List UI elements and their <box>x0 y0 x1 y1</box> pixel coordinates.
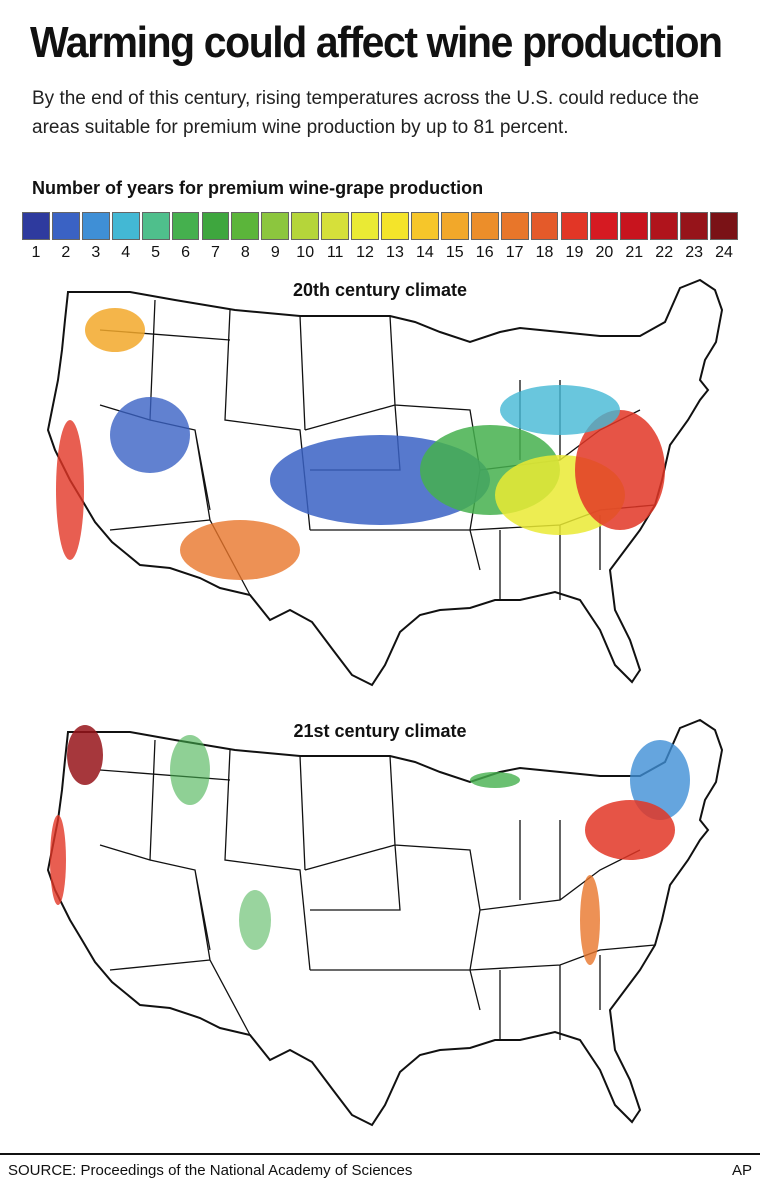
legend-swatch-23 <box>680 212 709 240</box>
suitability-regions-20th <box>56 308 665 580</box>
region-upper-michigan <box>470 772 520 788</box>
region-great-basin <box>110 397 190 473</box>
legend-swatch-24 <box>710 212 738 240</box>
region-california-coast <box>56 420 84 560</box>
legend-tick-label: 19 <box>565 244 584 261</box>
map-21st-century <box>46 718 724 1127</box>
legend-swatch-8 <box>231 212 260 240</box>
legend-swatch-10 <box>291 212 320 240</box>
legend-swatch-7 <box>201 212 230 240</box>
legend-tick-label: 9 <box>270 244 280 261</box>
region-california-coast <box>50 815 66 905</box>
color-legend: 1 2 3 4 5 6 7 8 9 10 11 12 13 14 15 16 17 18 19 20 21 22 23 24 <box>22 212 738 262</box>
legend-tick-label: 7 <box>211 244 220 261</box>
legend-tick-label: 16 <box>475 244 494 261</box>
legend-tick-label: 12 <box>356 244 374 261</box>
region-pacific-northwest <box>85 308 145 352</box>
legend-swatch-2 <box>51 212 80 240</box>
legend-tick-label: 13 <box>386 244 404 261</box>
legend-swatch-16 <box>470 212 499 240</box>
region-new-england <box>630 740 690 820</box>
legend-swatch-18 <box>530 212 559 240</box>
region-pacific-northwest <box>67 725 103 785</box>
region-northeast <box>585 800 675 860</box>
legend-swatch-22 <box>650 212 679 240</box>
legend-swatch-13 <box>381 212 409 240</box>
legend-tick-label: 22 <box>655 244 674 261</box>
legend-tick-label: 10 <box>296 244 315 261</box>
footer-rule <box>0 1153 760 1155</box>
legend-tick-label: 17 <box>505 244 524 261</box>
legend-swatch-1 <box>22 212 50 240</box>
suitability-regions-21st <box>50 725 690 965</box>
legend-tick-label: 8 <box>240 244 250 261</box>
map-20th-century-title: 20th century climate <box>292 280 468 300</box>
legend-swatch-11 <box>321 212 350 240</box>
legend-tick-label: 5 <box>151 244 161 261</box>
legend-tick-label: 23 <box>685 244 704 261</box>
legend-tick-label: 18 <box>535 244 554 261</box>
headline: Warming could affect wine production <box>30 18 723 67</box>
source-credit: SOURCE: Proceedings of the National Acad… <box>8 1162 413 1179</box>
legend-swatch-21 <box>620 212 649 240</box>
region-great-lakes <box>500 385 620 435</box>
region-colorado-rockies <box>239 890 271 950</box>
legend-tick-label: 14 <box>415 244 434 261</box>
legend-swatch-15 <box>440 212 469 240</box>
region-southwest <box>180 520 300 580</box>
region-mid-atlantic <box>575 410 665 530</box>
legend-swatch-12 <box>351 212 379 240</box>
legend-tick-label: 2 <box>61 244 71 261</box>
legend-tick-label: 15 <box>445 244 464 261</box>
region-northern-rockies <box>170 735 210 805</box>
legend-swatch-17 <box>500 212 529 240</box>
legend-swatch-20 <box>590 212 619 240</box>
legend-title: Number of years for premium wine-grape p… <box>32 178 484 198</box>
legend-swatch-9 <box>261 212 290 240</box>
legend-tick-label: 11 <box>326 244 344 261</box>
us-outline <box>46 718 724 1127</box>
legend-tick-label: 21 <box>625 244 644 261</box>
region-appalachia <box>580 875 600 965</box>
legend-tick-label: 24 <box>715 244 733 261</box>
legend-swatch-5 <box>141 212 170 240</box>
subhead: By the end of this century, rising tempe… <box>32 88 700 138</box>
map-21st-century-title: 21st century climate <box>293 721 467 741</box>
legend-swatch-14 <box>410 212 439 240</box>
agency-credit: AP <box>731 1162 752 1179</box>
legend-tick-label: 20 <box>595 244 614 261</box>
legend-tick-label: 3 <box>91 244 101 261</box>
legend-tick-label: 4 <box>121 244 131 261</box>
legend-swatch-6 <box>171 212 200 240</box>
legend-tick-label: 1 <box>31 244 41 261</box>
legend-swatch-3 <box>81 212 110 240</box>
legend-swatch-4 <box>111 212 140 240</box>
legend-tick-label: 6 <box>181 244 190 261</box>
legend-swatch-19 <box>560 212 589 240</box>
map-20th-century <box>46 278 724 687</box>
